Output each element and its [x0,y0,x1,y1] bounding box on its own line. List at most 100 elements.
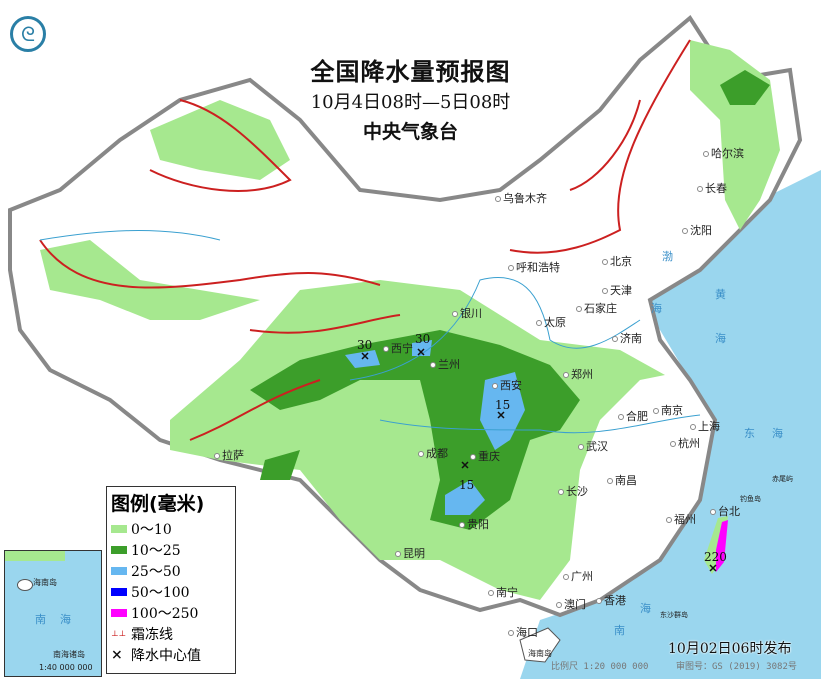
city-dot-icon [536,320,542,326]
city-label: 拉萨 [214,447,244,463]
city-label: 郑州 [563,366,593,382]
city-label: 西安 [492,377,522,393]
frost-line-icon: ⊥⊥ [111,629,127,638]
city-label: 南昌 [607,472,637,488]
city-label: 贵阳 [459,516,489,532]
sea-label: 东 [744,427,755,440]
city-label: 哈尔滨 [703,145,744,161]
city-label: 西宁 [383,340,413,356]
city-label: 昆明 [395,545,425,561]
city-dot-icon [690,424,696,430]
city-dot-icon [556,602,562,608]
city-label: 济南 [612,330,642,346]
inset-island-label: 海南岛 [33,578,57,587]
city-label: 上海 [690,418,720,434]
city-label: 成都 [418,445,448,461]
city-dot-icon [418,451,424,457]
sea-label: 海 [640,602,651,615]
cross-icon [417,348,425,356]
rivers [39,230,701,434]
city-dot-icon [452,311,458,317]
legend-item: 10～25 [111,539,231,560]
sea-area [520,170,821,679]
cross-icon [497,411,505,419]
legend-label: 降水中心值 [131,647,201,664]
sea-label: 渤 [662,250,673,263]
city-label: 呼和浩特 [508,259,560,275]
city-label: 银川 [452,305,482,321]
legend-item: 50～100 [111,581,231,602]
south-china-sea-inset: 海南岛 南 海 南海诸岛 1:40 000 000 [4,550,102,677]
map-approval-number: 审图号：GS (2019) 3082号 [676,662,797,672]
city-label: 福州 [666,511,696,527]
city-label: 沈阳 [682,222,712,238]
city-label: 乌鲁木齐 [495,190,547,206]
city-label: 广州 [563,568,593,584]
precip-value: 220 [704,550,727,564]
city-label: 北京 [602,253,632,269]
island-label: 东沙群岛 [660,611,688,619]
inset-islands-label: 南海诸岛 [53,650,85,659]
city-label: 重庆 [470,448,500,464]
city-label: 澳门 [556,596,586,612]
city-dot-icon [214,453,220,459]
island-label: 钓鱼岛 [740,495,761,503]
inset-sea-label: 海 [60,613,71,626]
city-dot-icon [563,372,569,378]
taiwan-heavy [716,520,728,572]
island-label: 海南岛 [528,649,552,658]
precip-value: 30 [357,338,373,352]
legend-label: 25～50 [131,563,181,580]
city-dot-icon [488,590,494,596]
city-dot-icon [492,383,498,389]
frost-lines [39,39,691,441]
map-scale: 比例尺 1:20 000 000 [551,662,649,672]
sea-label: 海 [772,427,783,440]
legend: 图例(毫米) 0～10 10～25 25～50 50～100 100～250 ⊥⊥ 霜冻线 ×… [106,486,236,674]
city-dot-icon [607,478,613,484]
legend-item: 25～50 [111,560,231,581]
city-label: 香港 [596,592,626,608]
city-dot-icon [682,228,688,234]
city-dot-icon [612,336,618,342]
legend-item: ⊥⊥ 霜冻线 [111,623,231,644]
cross-icon: × [111,646,123,663]
sea-label: 海 [651,302,662,315]
legend-label: 10～25 [131,542,181,559]
legend-item: × 降水中心值 [111,644,231,665]
cma-logo-icon: ᘓ [10,16,46,52]
city-dot-icon [578,444,584,450]
forecast-period: 10月4日08时—5日08时 [310,92,511,113]
precip-value: 30 [415,332,431,346]
sea-label: 黄 [715,288,726,301]
city-dot-icon [508,630,514,636]
city-label: 杭州 [670,435,700,451]
city-dot-icon [383,346,389,352]
issue-time: 10月02日06时发布 [668,641,792,657]
city-dot-icon [710,509,716,515]
city-label: 武汉 [578,438,608,454]
city-label: 台北 [710,503,740,519]
legend-item: 100～250 [111,602,231,623]
city-dot-icon [697,186,703,192]
city-label: 长沙 [558,483,588,499]
city-dot-icon [703,151,709,157]
city-dot-icon [618,414,624,420]
legend-label: 100～250 [131,605,199,622]
city-label: 海口 [508,624,538,640]
agency: 中央气象台 [362,121,458,143]
city-label: 长春 [697,180,727,196]
city-dot-icon [459,522,465,528]
cross-icon [709,564,717,572]
cross-icon [361,352,369,360]
city-label: 兰州 [430,356,460,372]
legend-swatch [111,587,127,596]
city-dot-icon [666,517,672,523]
city-label: 石家庄 [576,300,617,316]
city-dot-icon [563,574,569,580]
island-label: 赤尾屿 [772,475,793,483]
inset-sea-label: 南 [35,613,46,626]
city-dot-icon [430,362,436,368]
city-label: 合肥 [618,408,648,424]
legend-swatch [111,608,127,617]
